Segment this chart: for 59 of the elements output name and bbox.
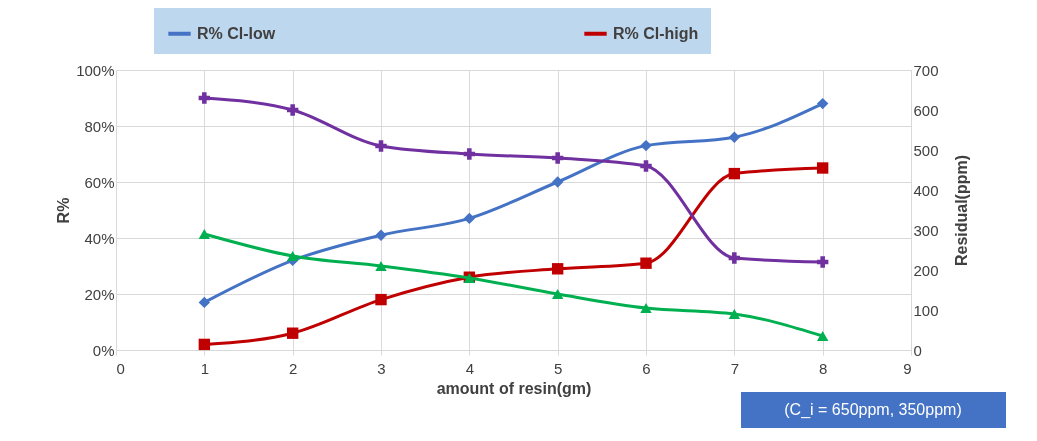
y-tick-label: 0% xyxy=(92,341,115,359)
y2-tick-label: 600 xyxy=(913,101,939,119)
y2-tick-label: 400 xyxy=(913,181,939,199)
x-tick-label: 2 xyxy=(288,359,298,377)
y-tick-label: 60% xyxy=(84,173,115,191)
point xyxy=(551,289,564,299)
y2-tick-label: 700 xyxy=(913,61,939,79)
point xyxy=(375,229,387,241)
y2-tick-label: 200 xyxy=(913,261,939,279)
point xyxy=(286,327,299,339)
y-tick-label: 40% xyxy=(84,229,115,247)
y2-tick-label: 100 xyxy=(913,301,939,319)
x-axis-title: amount of resin(gm) xyxy=(436,379,592,397)
point xyxy=(463,148,476,160)
x-tick-label: 3 xyxy=(377,359,386,377)
point xyxy=(728,309,741,319)
x-tick-label: 0 xyxy=(116,359,125,377)
y-tick-label: 20% xyxy=(84,285,115,303)
text: (C_i = 650ppm, 350ppm) xyxy=(784,401,962,419)
point xyxy=(375,293,387,306)
x-tick-label: 9 xyxy=(903,359,912,377)
point xyxy=(551,263,564,275)
y2-tick-label: 300 xyxy=(913,221,939,239)
y2-axis-title: Residual(ppm) xyxy=(952,154,970,267)
y-tick-label: 100% xyxy=(76,61,115,79)
x-tick-label: 4 xyxy=(465,359,475,377)
legend-label: R% Cl-low xyxy=(197,24,276,42)
x-tick-label: 1 xyxy=(200,359,210,377)
point xyxy=(640,257,652,269)
point xyxy=(816,97,829,110)
point xyxy=(816,331,829,341)
point xyxy=(728,131,741,143)
point xyxy=(728,252,741,264)
x-tick-label: 8 xyxy=(818,359,828,377)
point xyxy=(640,303,652,313)
point xyxy=(286,104,299,116)
x-tick-label: 5 xyxy=(553,359,563,377)
point xyxy=(198,229,211,239)
point xyxy=(463,212,476,225)
y2-tick-label: 500 xyxy=(913,141,939,159)
y-axis-title: R% xyxy=(55,197,73,224)
point xyxy=(640,160,652,172)
x-tick-label: 6 xyxy=(642,359,651,377)
x-tick-label: 7 xyxy=(730,359,740,377)
point xyxy=(551,176,564,188)
point xyxy=(198,296,211,309)
point xyxy=(816,162,829,174)
point xyxy=(816,256,829,268)
y2-tick-label: 0 xyxy=(913,341,922,359)
point xyxy=(640,139,652,152)
point xyxy=(198,338,211,351)
point xyxy=(551,152,564,164)
point xyxy=(198,92,211,104)
legend-label: R% Cl-high xyxy=(613,24,699,42)
point xyxy=(375,261,387,271)
y-tick-label: 80% xyxy=(84,117,115,135)
point xyxy=(375,140,387,152)
point xyxy=(728,167,741,180)
point xyxy=(286,251,299,261)
